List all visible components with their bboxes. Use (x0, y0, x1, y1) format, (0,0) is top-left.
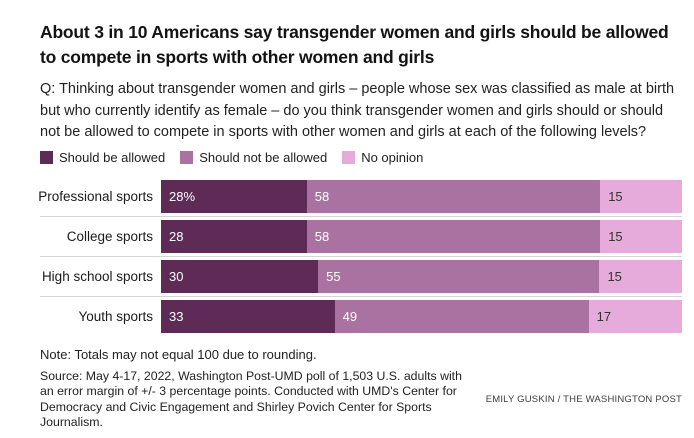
category-label: High school sports (41, 268, 153, 284)
legend-swatch (342, 150, 356, 164)
legend-item: No opinion (342, 150, 423, 165)
bar-segment: 15 (599, 259, 682, 293)
bar-segment: 17 (588, 299, 682, 333)
category-label: Professional sports (38, 188, 153, 204)
bar-segment: 15 (600, 219, 682, 253)
chart-row: College sports 28 58 15 (40, 219, 682, 257)
stacked-bar: 30 55 15 (161, 259, 682, 293)
stacked-bar: 28 58 15 (161, 219, 682, 253)
bar-segment: 49 (334, 299, 589, 333)
chart-row: Professional sports 28% 58 15 (38, 179, 682, 217)
bar-value-label: 15 (608, 188, 623, 204)
chart-row: High school sports 30 55 15 (40, 259, 682, 297)
category-label: College sports (66, 228, 153, 244)
bar-segment: 15 (600, 179, 682, 213)
legend-item: Should be allowed (40, 150, 165, 165)
bar-segment: 58 (306, 219, 601, 253)
chart-row: Youth sports 33 49 17 (40, 299, 682, 336)
bar-value-label: 17 (596, 308, 612, 324)
legend-swatch (40, 150, 53, 164)
legend-label: Should be allowed (59, 149, 166, 165)
bar-value-label: 55 (326, 268, 341, 284)
footer: Source: May 4-17, 2022, Washington Post-… (40, 369, 682, 431)
note-text: Note: Totals may not equal 100 due to ro… (40, 346, 317, 362)
legend-swatch (180, 150, 194, 164)
bar-segment: 28% (161, 179, 307, 213)
bar-segment: 28 (161, 219, 307, 253)
bar-value-label: 28% (169, 188, 196, 204)
stacked-bar: 33 49 17 (161, 299, 682, 333)
category-label: Youth sports (78, 308, 153, 324)
chart-title: About 3 in 10 Americans say transgender … (40, 22, 669, 67)
bar-segment: 55 (318, 259, 600, 293)
source-text: Source: May 4-17, 2022, Washington Post-… (40, 368, 462, 430)
poll-question: Q: Thinking about transgender women and … (40, 81, 675, 140)
bar-value-label: 30 (169, 268, 184, 284)
bar-value-label: 33 (169, 308, 184, 324)
legend-label: No opinion (361, 149, 424, 165)
bar-value-label: 58 (314, 188, 330, 204)
bar-segment: 58 (306, 179, 601, 213)
legend-item: Should not be allowed (180, 150, 327, 165)
bar-segment: 30 (161, 259, 319, 293)
bar-value-label: 49 (342, 308, 358, 324)
legend-label: Should not be allowed (199, 149, 328, 165)
bar-value-label: 15 (608, 228, 623, 244)
byline-credit: EMILY GUSKIN / THE WASHINGTON POST (485, 394, 682, 405)
bar-value-label: 58 (314, 228, 330, 244)
bar-value-label: 15 (607, 268, 622, 284)
legend: Should be allowed Should not be allowed No… (40, 150, 682, 165)
bar-value-label: 28 (169, 228, 184, 244)
stacked-bar: 28% 58 15 (161, 179, 682, 213)
bar-segment: 33 (161, 299, 335, 333)
chart: Professional sports 28% 58 15 College sports… (38, 179, 682, 336)
